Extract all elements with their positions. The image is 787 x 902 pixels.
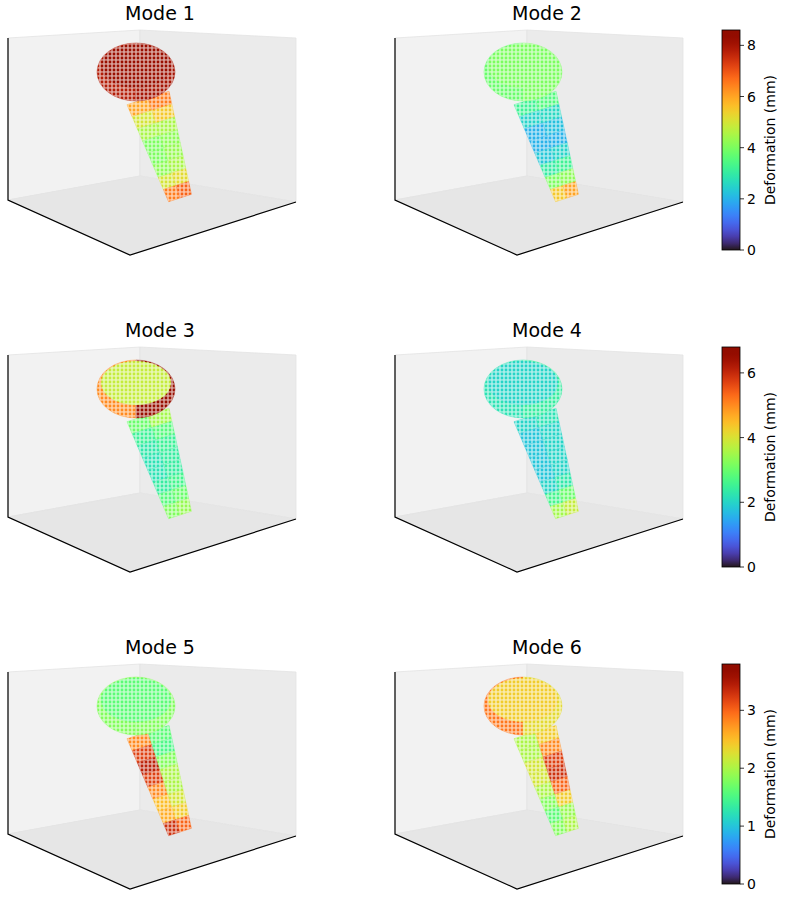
colorbar <box>722 30 740 250</box>
colorbar-tick <box>740 45 744 46</box>
row: Mode 3 Mode 4 0 2 4 6 Deformation (mm) <box>8 319 778 575</box>
colorbar-tick <box>740 768 744 769</box>
axis-line <box>8 672 296 889</box>
colorbar-label: Deformation (mm) <box>762 392 778 522</box>
head-cell <box>101 361 171 405</box>
colorbar-tick-label: 4 <box>747 430 756 446</box>
colorbar-tick-label: 6 <box>747 365 756 381</box>
colorbar-label: Deformation (mm) <box>762 709 778 839</box>
point-texture <box>176 182 191 199</box>
panel-title: Mode 1 <box>125 2 195 24</box>
point-texture <box>563 816 578 833</box>
colorbar-tick <box>740 884 744 885</box>
point-texture <box>488 361 558 405</box>
panel-title: Mode 3 <box>125 319 195 341</box>
colorbar <box>722 347 740 567</box>
shaft-cell <box>563 816 578 833</box>
head-cell <box>488 678 558 722</box>
point-texture <box>488 44 558 88</box>
panel: Mode 3 <box>8 319 296 572</box>
head-cell <box>488 361 558 405</box>
panel-title: Mode 4 <box>512 319 582 341</box>
shaft-cell <box>176 499 191 516</box>
colorbar-tick-label: 2 <box>747 191 756 207</box>
colorbar-tick <box>740 567 744 568</box>
point-texture <box>563 499 578 516</box>
colorbar-tick-label: 3 <box>747 702 756 718</box>
point-cloud <box>97 43 191 202</box>
point-cloud <box>484 360 578 519</box>
shaft-cell <box>563 182 578 199</box>
panel: Mode 1 <box>8 2 296 255</box>
point-texture <box>101 678 171 722</box>
point-cloud <box>97 677 191 836</box>
shaft-cell <box>176 816 191 833</box>
panel: Mode 4 <box>395 319 683 572</box>
point-cloud <box>484 43 578 202</box>
colorbar-tick-label: 0 <box>747 876 756 892</box>
colorbar-tick-label: 2 <box>747 494 756 510</box>
point-texture <box>176 499 191 516</box>
colorbar-tick <box>740 147 744 148</box>
colorbar-tick <box>740 372 744 373</box>
colorbar-tick <box>740 96 744 97</box>
colorbar-tick <box>740 826 744 827</box>
panel: Mode 6 <box>395 636 683 889</box>
point-texture <box>563 182 578 199</box>
axis-line <box>395 355 683 572</box>
colorbar-tick-label: 0 <box>747 242 756 258</box>
head-cell <box>488 44 558 88</box>
shaft-cell <box>176 182 191 199</box>
colorbar-tick <box>740 502 744 503</box>
shaft-cell <box>563 499 578 516</box>
axis-line <box>8 38 296 255</box>
colorbar <box>722 664 740 884</box>
colorbar-tick <box>740 250 744 251</box>
panel-title: Mode 6 <box>512 636 582 658</box>
axis-line <box>395 38 683 255</box>
point-texture <box>101 361 171 405</box>
figure: Mode 1Mode 202468Deformation (mm)Mode 3M… <box>0 0 787 902</box>
colorbar-tick-label: 8 <box>747 37 756 53</box>
panel-title: Mode 2 <box>512 2 582 24</box>
colorbar-label: Deformation (mm) <box>762 75 778 205</box>
axis-line <box>395 672 683 889</box>
colorbar-tick-label: 6 <box>747 89 756 105</box>
panel-title: Mode 5 <box>125 636 195 658</box>
point-texture <box>101 44 171 88</box>
colorbar-tick-label: 1 <box>747 818 756 834</box>
colorbar-tick-label: 2 <box>747 760 756 776</box>
colorbar-tick-label: 0 <box>747 559 756 575</box>
colorbar-tick-label: 4 <box>747 140 756 156</box>
panel: Mode 5 <box>8 636 296 889</box>
head-cell <box>101 44 171 88</box>
colorbar-tick <box>740 437 744 438</box>
head-cell <box>101 678 171 722</box>
point-texture <box>176 816 191 833</box>
point-cloud <box>484 677 578 836</box>
point-cloud <box>97 360 191 519</box>
row: Mode 1 Mode 2 0 2 4 6 8 Deformation (mm) <box>8 2 778 258</box>
panel: Mode 2 <box>395 2 683 255</box>
colorbar-tick <box>740 198 744 199</box>
axis-line <box>8 355 296 572</box>
point-texture <box>488 678 558 722</box>
colorbar-tick <box>740 710 744 711</box>
row: Mode 5 Mode 6 0 1 2 3 Deformation (mm) <box>8 636 778 892</box>
